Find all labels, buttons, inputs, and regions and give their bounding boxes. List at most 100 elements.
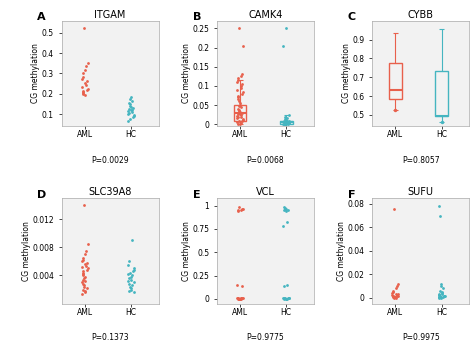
- Point: [82, 262, 89, 267]
- Point: [78, 259, 86, 264]
- Point: [435, 295, 442, 300]
- Point: [390, 294, 397, 299]
- Point: [83, 78, 91, 83]
- Point: [234, 208, 242, 214]
- Y-axis label: CG methylation: CG methylation: [342, 43, 351, 104]
- Point: [283, 117, 290, 122]
- Point: [285, 112, 292, 118]
- Point: [126, 270, 134, 275]
- Point: [439, 294, 447, 299]
- Point: [436, 288, 443, 294]
- Point: [78, 291, 86, 296]
- Point: [391, 295, 399, 300]
- Point: [281, 116, 289, 122]
- Point: [126, 96, 133, 102]
- Point: [237, 100, 244, 106]
- Point: [127, 274, 134, 279]
- Point: [394, 291, 401, 296]
- Point: [234, 106, 241, 111]
- Point: [283, 120, 291, 126]
- Text: C: C: [348, 12, 356, 22]
- Point: [80, 25, 88, 31]
- Point: [127, 277, 135, 283]
- Point: [237, 295, 245, 300]
- Point: [237, 114, 245, 119]
- Point: [128, 237, 136, 243]
- Point: [83, 285, 91, 291]
- Point: [437, 213, 444, 218]
- Text: D: D: [37, 190, 46, 200]
- Point: [281, 118, 288, 124]
- Point: [80, 91, 87, 97]
- Point: [236, 296, 243, 302]
- Point: [282, 121, 289, 127]
- Point: [282, 207, 290, 212]
- Point: [126, 116, 134, 122]
- Y-axis label: CG methylation: CG methylation: [22, 221, 31, 281]
- Point: [285, 120, 292, 125]
- Text: P=0.9775: P=0.9775: [246, 333, 284, 342]
- Point: [284, 121, 292, 127]
- Point: [438, 292, 446, 297]
- Y-axis label: CG methylation: CG methylation: [31, 43, 40, 104]
- Point: [238, 283, 246, 289]
- Point: [282, 296, 290, 302]
- Text: P=0.8057: P=0.8057: [402, 156, 439, 165]
- Point: [233, 282, 241, 288]
- Point: [238, 118, 246, 123]
- Title: CAMK4: CAMK4: [248, 10, 283, 20]
- Point: [283, 26, 290, 31]
- Point: [392, 295, 400, 300]
- Point: [438, 290, 446, 296]
- Point: [234, 97, 242, 102]
- Point: [124, 109, 132, 114]
- Point: [128, 287, 135, 292]
- Point: [126, 281, 133, 287]
- Point: [438, 283, 445, 289]
- Point: [393, 292, 401, 298]
- Point: [81, 288, 89, 294]
- Point: [238, 207, 246, 212]
- Point: [280, 204, 288, 210]
- Point: [237, 111, 244, 117]
- Point: [438, 294, 445, 300]
- Point: [234, 77, 242, 83]
- Point: [128, 273, 136, 278]
- Point: [441, 293, 448, 298]
- Point: [124, 262, 132, 268]
- Text: B: B: [192, 12, 201, 22]
- Point: [281, 296, 289, 301]
- Point: [239, 89, 247, 95]
- Point: [79, 280, 86, 285]
- Point: [235, 296, 243, 302]
- Point: [129, 114, 137, 120]
- Point: [394, 293, 401, 299]
- Point: [388, 293, 396, 298]
- Point: [81, 276, 88, 281]
- Title: VCL: VCL: [256, 187, 275, 197]
- Point: [281, 121, 289, 127]
- Point: [128, 108, 136, 113]
- Point: [281, 121, 288, 127]
- Point: [238, 72, 246, 77]
- Point: [234, 296, 242, 301]
- Point: [237, 85, 245, 91]
- Point: [237, 207, 245, 213]
- Point: [285, 120, 293, 126]
- Point: [237, 120, 245, 126]
- Bar: [389, 63, 402, 99]
- Point: [80, 273, 87, 278]
- Point: [389, 289, 397, 295]
- Point: [438, 295, 445, 300]
- Point: [130, 112, 137, 118]
- Point: [236, 121, 244, 126]
- Point: [437, 281, 445, 286]
- Point: [238, 81, 246, 87]
- Point: [394, 281, 402, 286]
- Bar: [234, 105, 246, 120]
- Point: [389, 288, 397, 294]
- Point: [280, 121, 287, 127]
- Point: [82, 289, 89, 295]
- Point: [440, 293, 447, 299]
- Point: [237, 296, 244, 302]
